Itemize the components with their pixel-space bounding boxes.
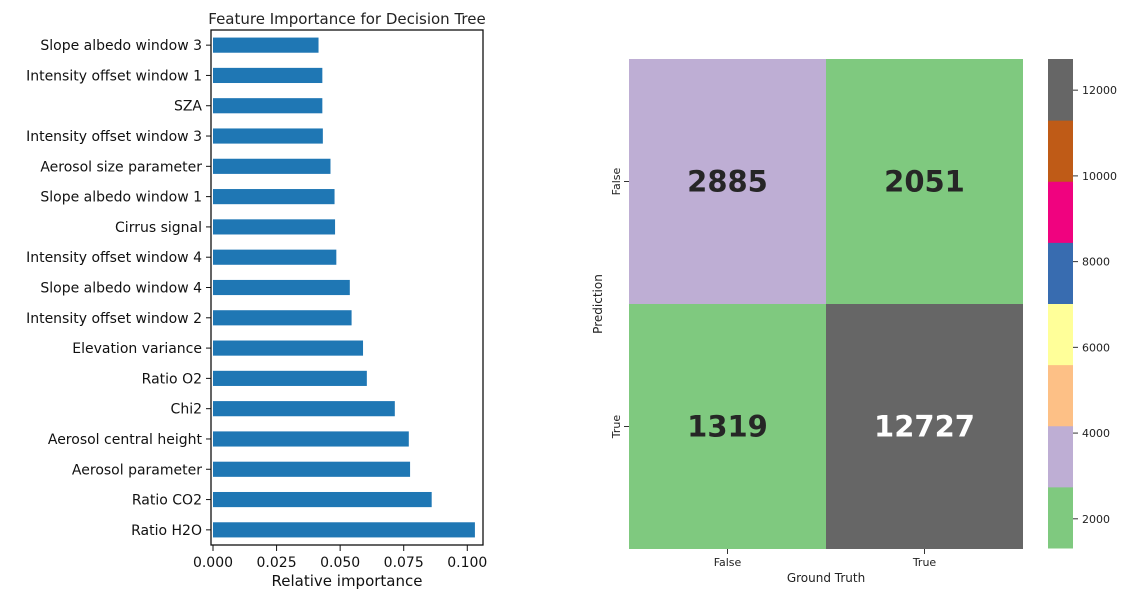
colorbar-ticks: 2000 4000 6000 8000 10000 12000	[1073, 84, 1117, 526]
bar	[213, 279, 350, 296]
colorbar-tick-label: 8000	[1082, 256, 1110, 269]
feature-importance-chart: Feature Importance for Decision Tree Slo…	[26, 10, 487, 590]
confusion-matrix-chart: 2885 2051 1319 12727 False True False True Gr…	[591, 59, 1117, 585]
y-tick-label: Chi2	[171, 402, 202, 418]
bar	[213, 67, 323, 84]
colorbar-tick-label: 4000	[1082, 427, 1110, 440]
bar	[213, 219, 336, 235]
heatmap-cell	[826, 59, 1023, 304]
bar-x-axis-title: Relative importance	[272, 572, 423, 590]
y-tick-label: Slope albedo window 4	[40, 281, 202, 297]
bar	[213, 401, 395, 417]
bar-x-ticks: 0.000 0.025 0.050 0.075 0.100	[193, 545, 487, 571]
bar	[213, 189, 335, 205]
bar-chart-title: Feature Importance for Decision Tree	[208, 10, 485, 28]
colorbar-tick-label: 2000	[1082, 513, 1110, 526]
x-tick-label: 0.025	[257, 555, 297, 571]
colorbar-tick-label: 6000	[1082, 341, 1110, 354]
bar-series	[213, 37, 475, 538]
heatmap-cell	[629, 304, 826, 549]
confusion-matrix-cells	[629, 59, 1023, 549]
cm-y-axis-title: Prediction	[591, 274, 605, 334]
bar	[213, 158, 331, 174]
colorbar	[1048, 59, 1073, 549]
colorbar-segment	[1048, 364, 1073, 427]
bar	[213, 37, 319, 53]
y-tick-label: Ratio O2	[142, 371, 202, 387]
colorbar-segment	[1048, 425, 1073, 488]
bar-plot-frame	[210, 29, 484, 546]
x-tick-label: 0.050	[320, 555, 360, 571]
cell-annotation: 1319	[687, 410, 768, 444]
colorbar-segment	[1048, 486, 1073, 549]
x-tick-label: 0.075	[384, 555, 424, 571]
y-tick-label: Aerosol central height	[48, 432, 203, 448]
bar	[213, 310, 352, 326]
y-tick-label: Ratio H2O	[131, 523, 202, 539]
colorbar-segment	[1048, 120, 1073, 182]
x-tick-label: 0.100	[447, 555, 487, 571]
y-tick-label: Intensity offset window 2	[26, 311, 202, 327]
confusion-matrix-annotations: 2885 2051 1319 12727	[687, 165, 975, 444]
bar-category-labels: Slope albedo window 3 Intensity offset wi…	[26, 38, 211, 539]
cm-x-tick-label: True	[912, 556, 937, 569]
bar	[213, 491, 432, 508]
cell-annotation: 12727	[874, 410, 975, 444]
heatmap-cell	[826, 304, 1023, 549]
bar	[213, 461, 411, 477]
colorbar-segment	[1048, 242, 1073, 304]
colorbar-segment	[1048, 59, 1073, 121]
cm-x-tick-label: False	[714, 556, 742, 569]
cell-annotation: 2885	[687, 165, 768, 199]
cell-annotation: 2051	[884, 165, 965, 199]
heatmap-cell	[629, 59, 826, 304]
bar	[213, 98, 323, 114]
cm-x-ticks: False True	[714, 549, 937, 569]
bar	[213, 522, 475, 538]
cm-y-ticks: False True	[610, 167, 629, 439]
y-tick-label: Aerosol parameter	[72, 462, 202, 478]
y-tick-label: Slope albedo window 1	[40, 190, 202, 206]
bar	[213, 370, 367, 386]
y-tick-label: Slope albedo window 3	[40, 38, 202, 54]
y-tick-label: Ratio CO2	[132, 493, 202, 509]
colorbar-segment	[1048, 303, 1073, 366]
bar	[213, 340, 364, 356]
bar	[213, 249, 337, 265]
y-tick-label: Aerosol size parameter	[40, 159, 202, 175]
cm-x-axis-title: Ground Truth	[787, 571, 865, 585]
cm-y-tick-label: False	[610, 167, 623, 195]
cm-y-tick-label: True	[610, 415, 623, 440]
y-tick-label: Intensity offset window 1	[26, 68, 202, 84]
y-tick-label: Intensity offset window 3	[26, 129, 202, 145]
x-tick-label: 0.000	[193, 555, 233, 571]
bar	[213, 128, 323, 144]
colorbar-tick-label: 10000	[1082, 170, 1117, 183]
y-tick-label: SZA	[174, 99, 202, 115]
colorbar-tick-label: 12000	[1082, 84, 1117, 97]
y-tick-label: Intensity offset window 4	[26, 250, 202, 266]
y-tick-label: Cirrus signal	[115, 220, 202, 236]
bar	[213, 431, 409, 447]
colorbar-segment	[1048, 181, 1073, 243]
y-tick-label: Elevation variance	[72, 341, 202, 357]
